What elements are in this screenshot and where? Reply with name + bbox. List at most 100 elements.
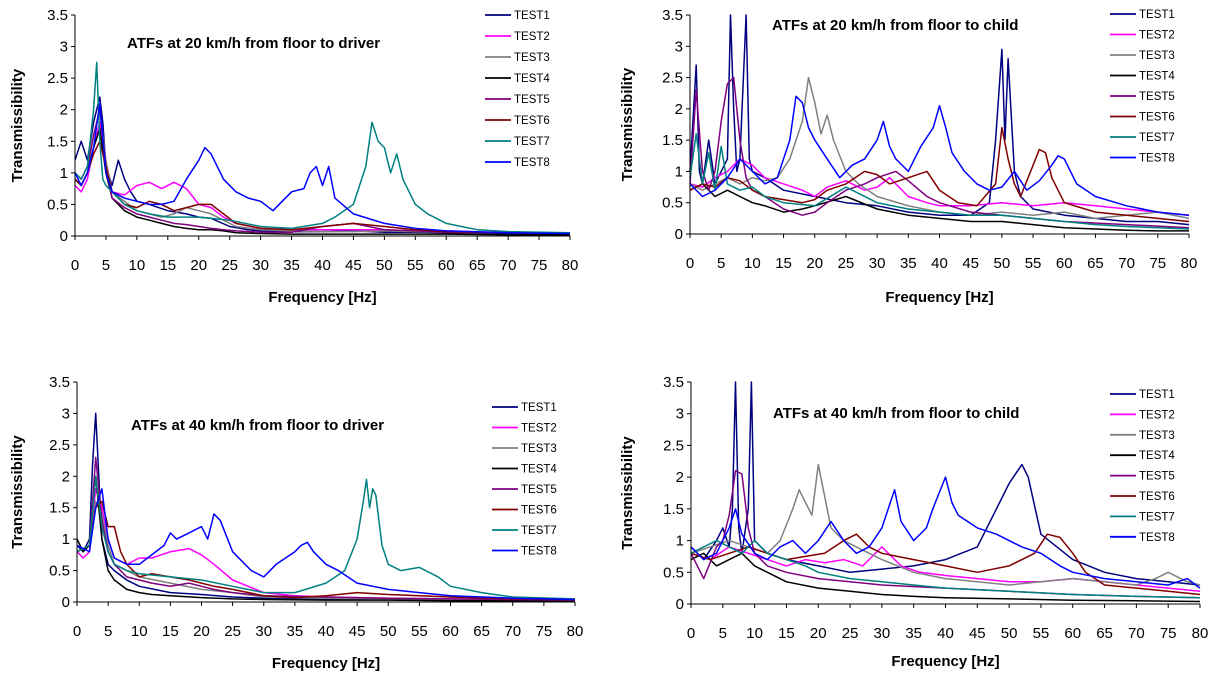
chart-panel-4: 0 0.5 1 1.5 2 2.5 3 3.5 0 5 10 15 20 25 30 35 40 45 50 55 60…	[619, 374, 1208, 670]
y-tick-label: 3.5	[49, 374, 70, 391]
legend-label: TEST1	[514, 10, 550, 22]
x-tick-label: 40	[937, 625, 954, 642]
x-tick-label: 60	[442, 623, 459, 640]
y-tick-label: 0.5	[49, 563, 70, 580]
y-tick-label: 2	[676, 469, 684, 486]
series-line-test4	[76, 475, 575, 602]
y-tick-label: 0.5	[662, 195, 683, 212]
legend-label: TEST7	[1139, 132, 1175, 144]
x-tick-label: 75	[1149, 255, 1166, 272]
y-tick-label: 0.5	[663, 564, 684, 581]
x-tick-label: 25	[842, 625, 859, 642]
x-tick-label: 25	[224, 623, 241, 640]
x-tick-label: 15	[778, 625, 795, 642]
x-tick-label: 10	[131, 623, 148, 640]
x-tick-label: 65	[1096, 625, 1113, 642]
x-tick-label: 15	[775, 255, 792, 272]
x-tick-label: 75	[1160, 625, 1177, 642]
x-tick-label: 50	[380, 623, 397, 640]
x-tick-label: 15	[162, 623, 179, 640]
x-tick-label: 35	[287, 623, 304, 640]
chart-title: ATFs at 40 km/h from floor to driver	[131, 417, 384, 434]
legend-label: TEST2	[514, 31, 550, 43]
y-axis-label: Transmissibility	[9, 68, 26, 182]
y-tick-label: 3	[60, 39, 68, 56]
x-tick-label: 70	[500, 257, 517, 274]
x-tick-label: 80	[562, 257, 579, 274]
legend-label: TEST1	[1139, 9, 1175, 21]
legend-label: TEST8	[1139, 532, 1175, 544]
y-tick-label: 3	[62, 405, 70, 422]
y-tick-label: 1.5	[662, 132, 683, 149]
legend-label: TEST5	[514, 94, 550, 106]
x-tick-label: 20	[190, 257, 207, 274]
series-line-test6	[76, 500, 576, 601]
series-line-test1	[689, 14, 1190, 226]
x-tick-label: 25	[838, 255, 855, 272]
legend-label: TEST2	[521, 423, 557, 435]
legend-label: TEST8	[514, 157, 550, 169]
x-tick-label: 55	[1025, 255, 1042, 272]
x-tick-label: 10	[129, 257, 146, 274]
legend-label: TEST8	[1139, 153, 1175, 165]
x-axis-label: Frequency [Hz]	[272, 655, 380, 672]
chart-panel-3: 0 0.5 1 1.5 2 2.5 3 3.5 0 5 10 15 20 25 30 35 40 45 50 55 60…	[9, 374, 583, 672]
series-line-test2	[689, 158, 1190, 216]
y-tick-label: 1	[675, 163, 683, 180]
x-tick-label: 30	[874, 625, 891, 642]
x-tick-label: 65	[473, 623, 490, 640]
x-tick-label: 80	[1192, 625, 1209, 642]
series-line-test3	[74, 108, 571, 235]
y-tick-label: 1.5	[49, 500, 70, 517]
legend-label: TEST7	[514, 136, 550, 148]
series-line-test3	[690, 463, 1201, 586]
x-axis-label: Frequency [Hz]	[885, 289, 993, 306]
y-tick-label: 2.5	[663, 437, 684, 454]
x-tick-label: 0	[71, 257, 79, 274]
x-tick-label: 50	[376, 257, 393, 274]
x-axis-label: Frequency [Hz]	[891, 653, 999, 670]
y-tick-label: 2	[60, 102, 68, 119]
y-tick-label: 2.5	[49, 437, 70, 454]
legend-label: TEST7	[1139, 511, 1175, 523]
y-tick-label: 2	[675, 101, 683, 118]
x-tick-label: 20	[810, 625, 827, 642]
x-tick-label: 5	[717, 255, 725, 272]
legend-label: TEST7	[521, 525, 557, 537]
series-line-test5	[76, 456, 576, 601]
legend-label: TEST4	[1139, 450, 1175, 462]
series-line-test1	[690, 381, 1201, 586]
legend-label: TEST1	[1139, 389, 1175, 401]
legend-label: TEST3	[1139, 430, 1175, 442]
series-lines	[689, 14, 1190, 232]
y-tick-label: 1	[62, 531, 70, 548]
y-tick-label: 2.5	[47, 70, 68, 87]
x-tick-label: 55	[411, 623, 428, 640]
legend: TEST1 TEST2 TEST3 TEST4 TEST5 TEST6 TEST7 TEST8	[1110, 9, 1175, 165]
legend-label: TEST4	[521, 464, 557, 476]
x-tick-label: 80	[567, 623, 584, 640]
series-line-test4	[690, 552, 1201, 603]
series-line-test4	[74, 127, 570, 236]
series-line-test8	[76, 488, 576, 601]
legend-label: TEST6	[1139, 112, 1175, 124]
legend-label: TEST4	[1139, 71, 1175, 83]
x-tick-label: 70	[1118, 255, 1135, 272]
legend: TEST1 TEST2 TEST3 TEST4 TEST5 TEST6 TEST7 TEST8	[492, 402, 557, 558]
x-tick-label: 0	[687, 625, 695, 642]
y-axis-label: Transmissibility	[619, 436, 636, 550]
x-tick-label: 35	[283, 257, 300, 274]
x-tick-label: 45	[349, 623, 366, 640]
x-tick-label: 5	[104, 623, 112, 640]
x-tick-label: 60	[1056, 255, 1073, 272]
x-tick-label: 5	[719, 625, 727, 642]
series-line-test8	[689, 95, 1190, 216]
series-lines	[74, 61, 571, 236]
x-tick-label: 40	[314, 257, 331, 274]
y-tick-label: 0	[62, 594, 70, 611]
legend-label: TEST5	[1139, 471, 1175, 483]
legend-label: TEST1	[521, 402, 557, 414]
series-line-test3	[689, 76, 1190, 220]
chart-title: ATFs at 20 km/h from floor to child	[772, 17, 1018, 34]
